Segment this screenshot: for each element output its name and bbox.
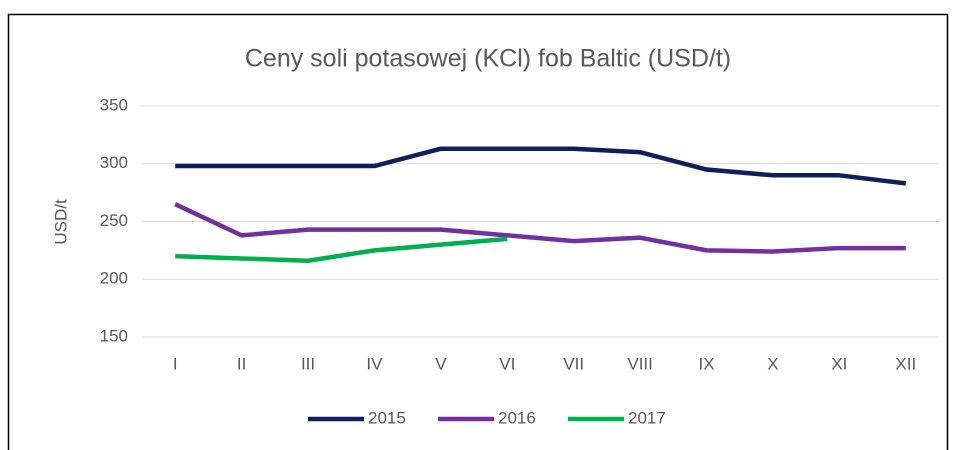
x-tick-label: VIII: [627, 354, 653, 373]
y-tick-label: 300: [100, 153, 128, 172]
legend-label: 2015: [368, 408, 406, 427]
series-line: [175, 146, 907, 186]
y-tick-label: 150: [100, 326, 128, 345]
x-tick-label: IX: [699, 354, 715, 373]
series-line: [175, 236, 508, 264]
x-tick-label: III: [301, 354, 315, 373]
x-tick-label: II: [237, 354, 246, 373]
legend-label: 2017: [628, 408, 666, 427]
y-tick-label: 200: [100, 269, 128, 288]
x-tick-label: VII: [563, 354, 584, 373]
legend-label: 2016: [498, 408, 536, 427]
y-tick-label: 350: [100, 95, 128, 114]
chart-border: [7, 13, 949, 450]
x-tick-label: XI: [831, 354, 847, 373]
x-tick-label: XII: [895, 354, 916, 373]
chart-title: Ceny soli potasowej (KCl) fob Baltic (US…: [245, 45, 731, 73]
x-tick-label: VI: [499, 354, 515, 373]
x-tick-label: X: [767, 354, 778, 373]
y-axis-label: USD/t: [51, 199, 70, 245]
series-line: [174, 202, 906, 254]
x-tick-label: IV: [366, 354, 383, 373]
y-tick-label: 250: [100, 211, 128, 230]
x-tick-label: I: [173, 354, 178, 373]
x-tick-label: V: [435, 354, 447, 373]
